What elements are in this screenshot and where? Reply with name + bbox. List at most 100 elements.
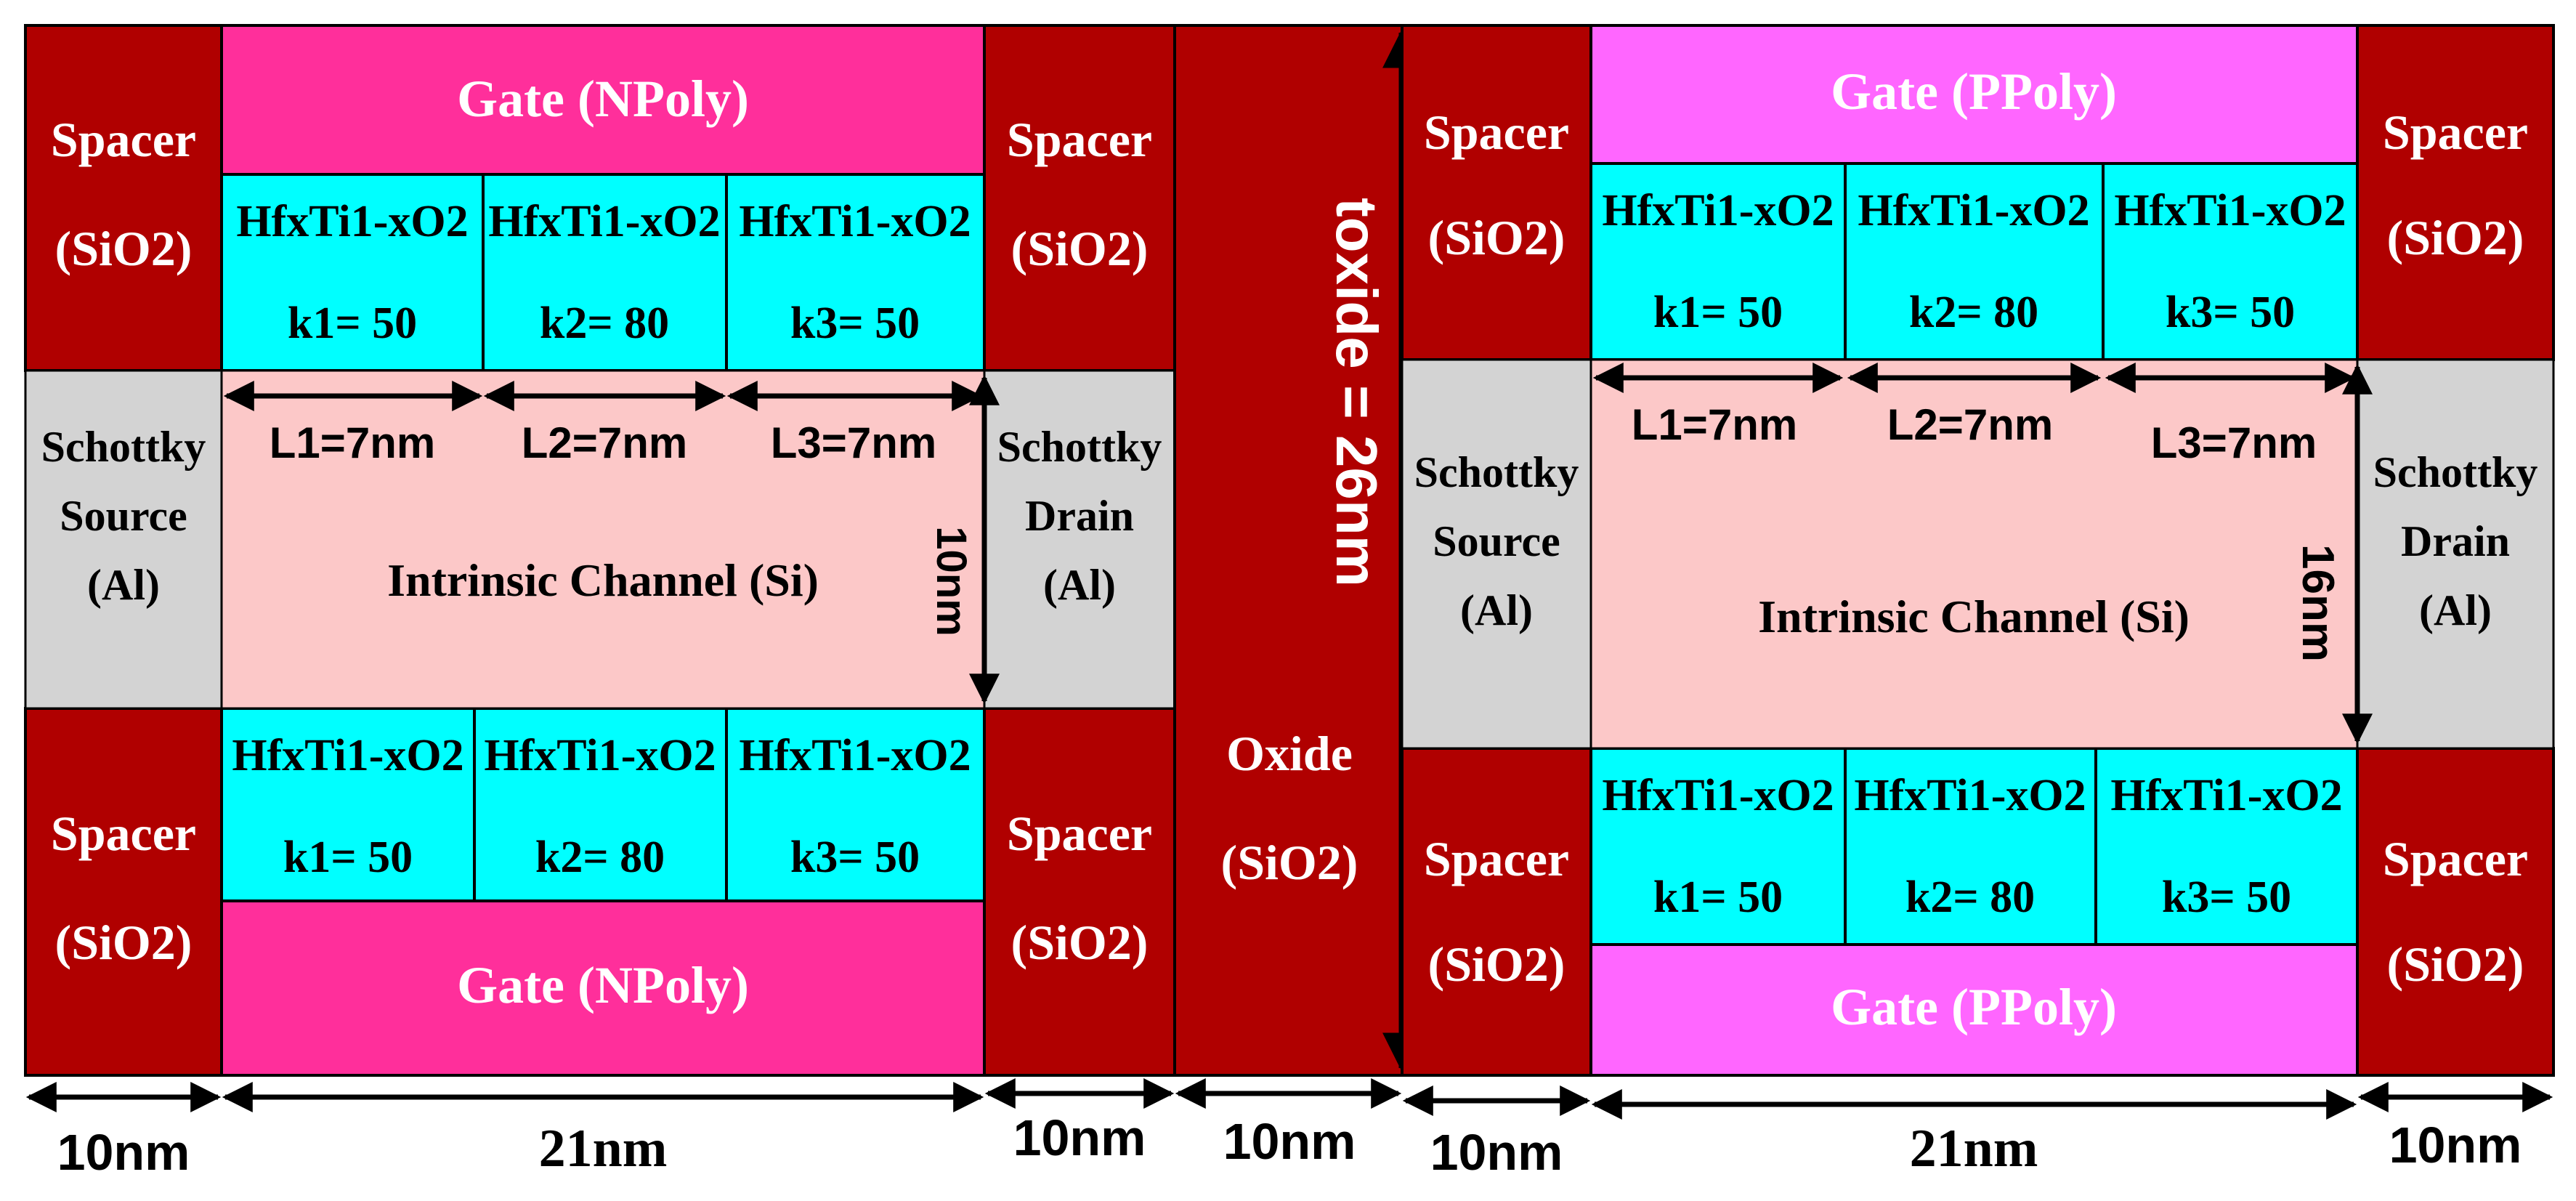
l3-label: L3=7nm xyxy=(2151,418,2317,467)
k-value: k1= 50 xyxy=(1653,873,1783,922)
dim-label: 10nm xyxy=(1430,1124,1563,1181)
spacer-bottom-right xyxy=(983,707,1176,1077)
gate-label: Gate (NPoly) xyxy=(457,956,749,1014)
hfo-label: HfxTi1-xO2 xyxy=(232,731,463,780)
spacer-material: (SiO2) xyxy=(1428,937,1566,992)
spacer-top-left xyxy=(24,24,223,372)
spacer-material: (SiO2) xyxy=(1428,210,1566,265)
hfo-label: HfxTi1-xO2 xyxy=(1858,186,2089,235)
dim-label: 10nm xyxy=(1223,1113,1356,1170)
dim-label: 10nm xyxy=(1013,1109,1146,1166)
hfo-bottom-1 xyxy=(220,707,476,902)
k-value: k2= 80 xyxy=(1905,873,2035,922)
l3-label: L3=7nm xyxy=(771,418,936,467)
gate-label: Gate (NPoly) xyxy=(457,70,749,128)
contact-label: Schottky xyxy=(1414,448,1579,496)
gate-label: Gate (PPoly) xyxy=(1831,62,2117,121)
contact-label: (Al) xyxy=(87,561,160,609)
contact-label: (Al) xyxy=(1043,561,1116,609)
k-value: k1= 50 xyxy=(288,299,417,348)
toxide-label: toxide = 26nm xyxy=(1324,198,1389,587)
spacer-material: (SiO2) xyxy=(55,221,193,276)
l2-label: L2=7nm xyxy=(1887,400,2053,449)
k-value: k2= 80 xyxy=(535,833,665,882)
schottky-source-right xyxy=(1401,358,1592,750)
contact-label: Schottky xyxy=(997,423,1162,471)
contact-label: Schottky xyxy=(2373,448,2538,496)
spacer-material: (SiO2) xyxy=(1011,915,1149,970)
hfo-bottom-3 xyxy=(2094,747,2359,946)
contact-label: Drain xyxy=(2401,517,2510,565)
spacer-top-right xyxy=(2356,24,2555,361)
hfo-bottom-2 xyxy=(473,707,728,902)
channel-label: Intrinsic Channel (Si) xyxy=(387,554,819,606)
hfo-bottom-1 xyxy=(1589,747,1847,946)
spacer-bottom-right xyxy=(2356,747,2555,1077)
l2-label: L2=7nm xyxy=(522,418,687,467)
gate-ppoly-bottom xyxy=(1589,943,2359,1077)
k-value: k3= 50 xyxy=(790,833,920,882)
contact-label: Schottky xyxy=(41,423,206,471)
right-device: Spacer (SiO2) Spacer (SiO2) Spacer (SiO2… xyxy=(1401,24,2555,1077)
dim-label: 21nm xyxy=(539,1119,668,1178)
l1-label: L1=7nm xyxy=(270,418,435,467)
hfo-top-1 xyxy=(1589,162,1847,361)
dim-label: 10nm xyxy=(57,1124,190,1181)
gate-ppoly-top xyxy=(1589,24,2359,165)
hfo-label: HfxTi1-xO2 xyxy=(2114,186,2346,235)
hfo-label: HfxTi1-xO2 xyxy=(739,197,971,246)
k-value: k3= 50 xyxy=(790,299,920,348)
left-device: Spacer (SiO2) Spacer (SiO2) Spacer (SiO2… xyxy=(24,24,1176,1077)
spacer-label: Spacer xyxy=(1424,831,1569,886)
schottky-source-left xyxy=(24,369,223,710)
spacer-top-left xyxy=(1401,24,1592,361)
hfo-top-1 xyxy=(220,173,485,372)
spacer-material: (SiO2) xyxy=(2387,937,2524,992)
hfo-top-2 xyxy=(1844,162,2105,361)
hfo-top-2 xyxy=(482,173,728,372)
gate-label: Gate (PPoly) xyxy=(1831,978,2117,1036)
l1-label: L1=7nm xyxy=(1632,400,1797,449)
thickness-label-left: 10nm xyxy=(928,526,975,636)
k-value: k1= 50 xyxy=(283,833,413,882)
spacer-bottom-left xyxy=(1401,747,1592,1077)
k-value: k2= 80 xyxy=(1909,288,2038,337)
hfo-bottom-2 xyxy=(1844,747,2097,946)
hfo-label: HfxTi1-xO2 xyxy=(1602,771,1834,820)
spacer-label: Spacer xyxy=(2383,831,2528,886)
contact-label: Drain xyxy=(1025,492,1134,540)
schottky-drain-right xyxy=(2356,358,2555,750)
contact-label: Source xyxy=(60,492,187,540)
spacer-label: Spacer xyxy=(1424,105,1569,160)
k-value: k3= 50 xyxy=(2166,288,2295,337)
k-value: k1= 50 xyxy=(1653,288,1783,337)
spacer-bottom-left xyxy=(24,707,223,1077)
hfo-label: HfxTi1-xO2 xyxy=(236,197,468,246)
contact-label: (Al) xyxy=(1460,586,1533,634)
oxide-label: Oxide xyxy=(1226,726,1353,781)
spacer-label: Spacer xyxy=(51,112,196,167)
hfo-label: HfxTi1-xO2 xyxy=(1854,771,2086,820)
dim-label: 21nm xyxy=(1910,1119,2038,1178)
contact-label: Source xyxy=(1433,517,1560,565)
channel-label: Intrinsic Channel (Si) xyxy=(1758,591,2190,642)
hfo-top-3 xyxy=(725,173,986,372)
hfo-top-3 xyxy=(2102,162,2359,361)
k-value: k3= 50 xyxy=(2162,873,2291,922)
hfo-label: HfxTi1-xO2 xyxy=(2110,771,2342,820)
spacer-top-right xyxy=(983,24,1176,372)
spacer-material: (SiO2) xyxy=(2387,210,2524,265)
hfo-label: HfxTi1-xO2 xyxy=(1602,186,1834,235)
hfo-label: HfxTi1-xO2 xyxy=(739,731,971,780)
oxide-block xyxy=(1173,24,1404,1077)
hfo-bottom-3 xyxy=(725,707,986,902)
spacer-material: (SiO2) xyxy=(55,915,193,970)
gate-npoly-bottom xyxy=(220,899,986,1077)
spacer-label: Spacer xyxy=(1007,806,1152,861)
oxide-region: toxide = 26nm Oxide (SiO2) xyxy=(1173,24,1422,1077)
dim-label: 10nm xyxy=(2389,1117,2522,1173)
contact-label: (Al) xyxy=(2419,586,2492,634)
hfo-label: HfxTi1-xO2 xyxy=(484,731,716,780)
thickness-label-right: 16nm xyxy=(2293,544,2343,662)
